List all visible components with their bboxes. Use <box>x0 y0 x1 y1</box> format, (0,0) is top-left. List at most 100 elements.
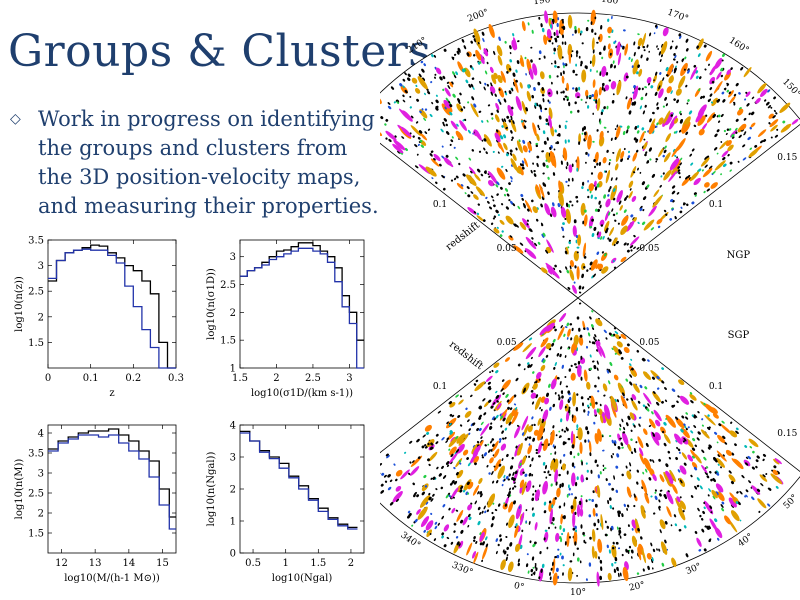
galaxy-point <box>626 98 632 110</box>
galaxy-point <box>618 200 622 205</box>
galaxy-point <box>418 164 431 175</box>
galaxy-point <box>678 33 682 37</box>
galaxy-point <box>440 486 444 490</box>
galaxy-point <box>704 414 716 426</box>
galaxy-point <box>467 101 470 104</box>
galaxy-point <box>701 424 704 427</box>
galaxy-point <box>619 572 622 577</box>
galaxy-point <box>561 428 564 432</box>
galaxy-point <box>581 402 585 407</box>
galaxy-point <box>569 200 572 203</box>
galaxy-point <box>495 390 498 394</box>
galaxy-point <box>713 80 723 94</box>
galaxy-point <box>457 100 461 105</box>
galaxy-point <box>739 519 742 522</box>
y-tick-label: 4 <box>38 429 44 440</box>
galaxy-point <box>639 453 645 465</box>
galaxy-point <box>632 59 639 75</box>
galaxy-point <box>564 124 567 130</box>
galaxy-point <box>446 131 450 135</box>
galaxy-point <box>568 396 572 401</box>
galaxy-point <box>489 440 493 444</box>
galaxy-point <box>575 63 577 67</box>
galaxy-point <box>486 119 489 123</box>
galaxy-point <box>501 483 504 487</box>
galaxy-point <box>540 337 549 348</box>
galaxy-point <box>727 153 730 157</box>
galaxy-point <box>421 68 425 73</box>
redshift-tick-label-right: 0.15 <box>777 153 797 163</box>
galaxy-point <box>716 100 719 102</box>
galaxy-point <box>638 423 641 427</box>
galaxy-point <box>621 473 624 477</box>
galaxy-point <box>751 496 755 501</box>
galaxy-point <box>387 102 391 105</box>
galaxy-point <box>464 192 467 195</box>
galaxy-point <box>505 206 509 210</box>
galaxy-point <box>670 198 674 203</box>
galaxy-point <box>737 160 740 163</box>
galaxy-point <box>554 264 557 268</box>
galaxy-point <box>541 333 545 336</box>
galaxy-point <box>760 140 764 144</box>
galaxy-point <box>629 412 635 420</box>
galaxy-point <box>505 393 509 398</box>
galaxy-points <box>380 9 799 294</box>
galaxy-point <box>642 568 645 572</box>
galaxy-point <box>735 118 739 122</box>
galaxy-point <box>525 520 527 523</box>
galaxy-point <box>639 207 643 212</box>
region-label: SGP <box>728 330 750 341</box>
galaxy-point <box>600 566 603 571</box>
galaxy-point <box>608 497 612 501</box>
galaxy-point <box>774 458 782 465</box>
galaxy-point <box>726 83 730 87</box>
galaxy-point <box>438 473 442 477</box>
galaxy-point <box>539 406 541 410</box>
galaxy-point <box>598 556 600 560</box>
galaxy-point <box>663 433 671 444</box>
galaxy-point <box>556 35 560 39</box>
galaxy-point <box>508 90 512 95</box>
galaxy-point <box>489 426 493 430</box>
galaxy-point <box>417 506 428 520</box>
galaxy-point <box>626 249 630 253</box>
galaxy-point <box>585 151 588 155</box>
y-tick-label: 3 <box>230 252 236 263</box>
galaxy-point <box>655 160 658 163</box>
galaxy-point <box>630 358 633 361</box>
galaxy-point <box>569 323 573 326</box>
galaxy-point <box>729 95 736 104</box>
galaxy-point <box>630 397 634 402</box>
galaxy-point <box>481 139 484 142</box>
galaxy-point <box>734 443 737 447</box>
galaxy-point <box>550 35 553 39</box>
x-tick-label: 0 <box>45 373 51 384</box>
galaxy-point <box>662 77 665 81</box>
galaxy-point <box>703 44 707 48</box>
galaxy-point <box>726 69 732 75</box>
galaxy-point <box>470 502 473 505</box>
galaxy-point <box>548 383 551 388</box>
galaxy-point <box>387 474 391 478</box>
galaxy-point <box>638 68 643 77</box>
galaxy-point <box>615 148 621 163</box>
galaxy-point <box>528 455 531 458</box>
galaxy-point <box>720 141 723 143</box>
galaxy-point <box>575 73 578 76</box>
galaxy-point <box>572 527 576 531</box>
galaxy-point <box>450 461 453 465</box>
galaxy-point <box>598 161 602 166</box>
galaxy-point <box>446 464 450 468</box>
galaxy-point <box>591 545 595 559</box>
galaxy-point <box>572 511 576 528</box>
galaxy-point <box>712 478 716 482</box>
galaxy-point <box>596 129 599 132</box>
galaxy-point <box>441 535 444 539</box>
galaxy-point <box>587 397 590 401</box>
galaxy-point <box>380 490 385 494</box>
galaxy-point <box>532 544 535 548</box>
galaxy-point <box>596 231 599 236</box>
x-tick-label: 0.3 <box>168 373 184 384</box>
galaxy-point <box>593 89 598 102</box>
